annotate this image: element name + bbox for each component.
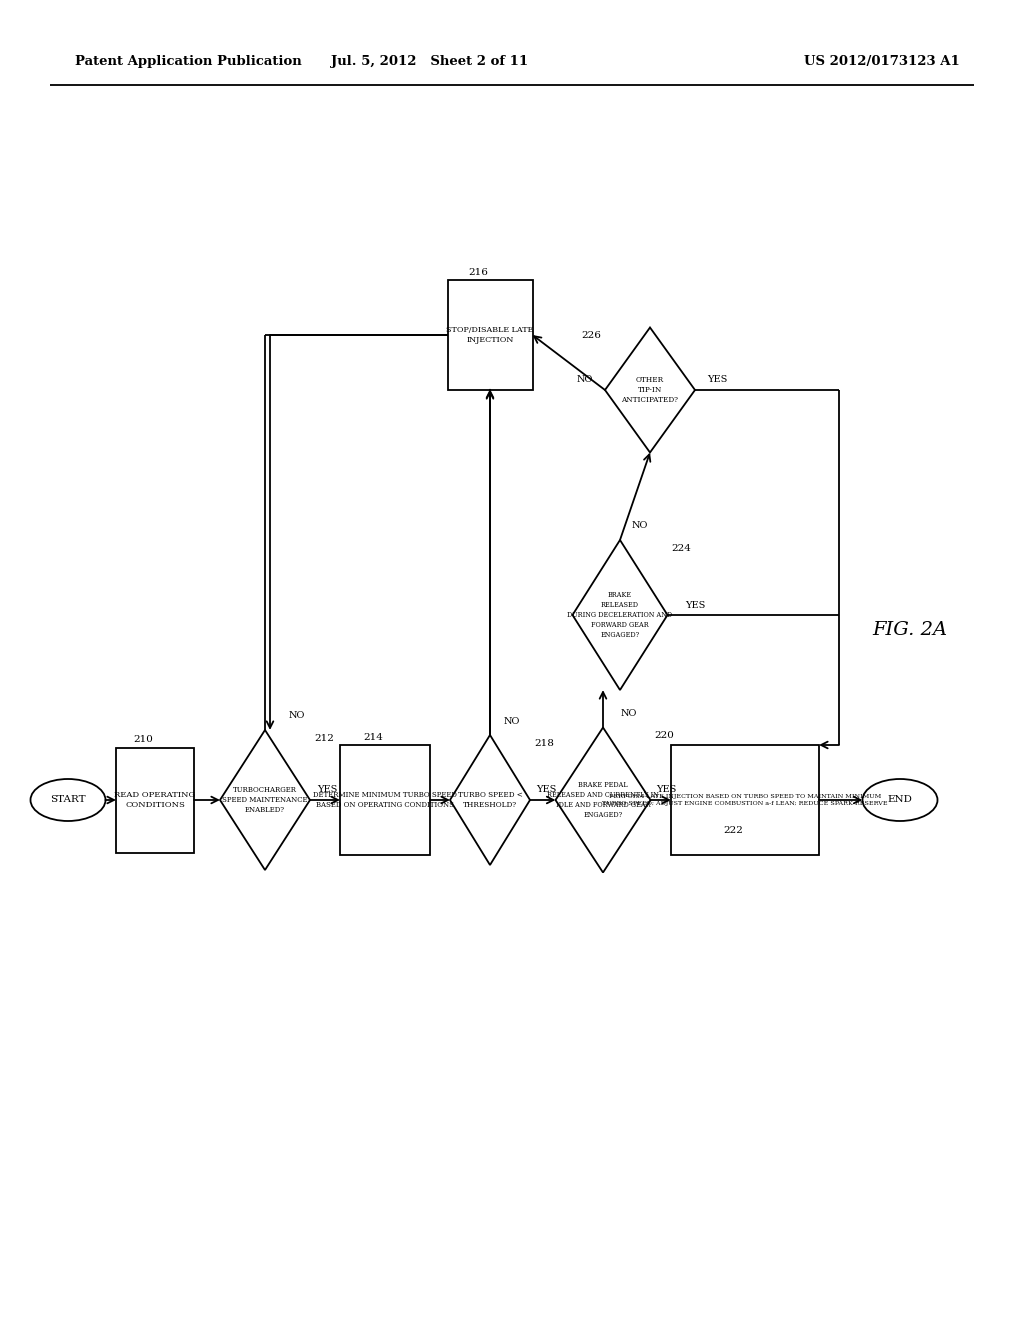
Bar	[447, 280, 532, 389]
Text: STOP/DISABLE LATE
INJECTION: STOP/DISABLE LATE INJECTION	[446, 326, 534, 345]
Ellipse shape	[31, 779, 105, 821]
Text: YES: YES	[685, 601, 706, 610]
Text: BRAKE PEDAL
RELEASED AND CURRENTLY IN
IDLE AND FORWARD GEAR
ENGAGED?: BRAKE PEDAL RELEASED AND CURRENTLY IN ID…	[547, 781, 658, 818]
Text: TURBOCHARGER
SPEED MAINTENANCE
ENABLED?: TURBOCHARGER SPEED MAINTENANCE ENABLED?	[222, 787, 308, 814]
Text: NO: NO	[577, 375, 593, 384]
Ellipse shape	[862, 779, 938, 821]
Text: YES: YES	[536, 785, 556, 795]
Text: 212: 212	[314, 734, 334, 743]
Text: NO: NO	[504, 717, 520, 726]
Text: Patent Application Publication: Patent Application Publication	[75, 55, 302, 69]
Text: 226: 226	[582, 331, 601, 341]
Text: YES: YES	[707, 375, 727, 384]
Text: NO: NO	[621, 709, 637, 718]
Text: NO: NO	[632, 521, 648, 531]
Text: READ OPERATING
CONDITIONS: READ OPERATING CONDITIONS	[115, 791, 196, 809]
Text: 216: 216	[468, 268, 488, 277]
Polygon shape	[220, 730, 310, 870]
Bar	[116, 747, 194, 853]
Text: BRAKE
RELEASED
DURING DECELERATION AND
FORWARD GEAR
ENGAGED?: BRAKE RELEASED DURING DECELERATION AND F…	[567, 591, 673, 639]
Text: 224: 224	[672, 544, 691, 553]
Text: Jul. 5, 2012   Sheet 2 of 11: Jul. 5, 2012 Sheet 2 of 11	[332, 55, 528, 69]
Text: TURBO SPEED <
THRESHOLD?: TURBO SPEED < THRESHOLD?	[458, 791, 522, 809]
Text: END: END	[888, 796, 912, 804]
Polygon shape	[572, 540, 668, 690]
Text: 214: 214	[364, 733, 383, 742]
Polygon shape	[555, 727, 650, 873]
Polygon shape	[450, 735, 530, 865]
Bar	[671, 744, 819, 855]
Text: 222: 222	[723, 826, 743, 836]
Text: START: START	[50, 796, 86, 804]
Text: YES: YES	[656, 785, 677, 795]
Text: PERFORM LATE INJECTION BASED ON TURBO SPEED TO MAINTAIN MINIMUM
TURBO SPEED; ADJ: PERFORM LATE INJECTION BASED ON TURBO SP…	[602, 795, 888, 805]
Text: NO: NO	[289, 711, 305, 721]
Text: DETERMINE MINIMUM TURBO SPEED
BASED ON OPERATING CONDITIONS: DETERMINE MINIMUM TURBO SPEED BASED ON O…	[313, 791, 457, 809]
Polygon shape	[605, 327, 695, 453]
Bar	[340, 744, 430, 855]
Text: 210: 210	[133, 735, 153, 744]
Text: FIG. 2A: FIG. 2A	[872, 620, 947, 639]
Text: 220: 220	[654, 731, 675, 741]
Text: US 2012/0173123 A1: US 2012/0173123 A1	[804, 55, 961, 69]
Text: OTHER
TIP-IN
ANTICIPATED?: OTHER TIP-IN ANTICIPATED?	[622, 376, 679, 404]
Text: YES: YES	[316, 785, 337, 795]
Text: 218: 218	[534, 739, 554, 748]
